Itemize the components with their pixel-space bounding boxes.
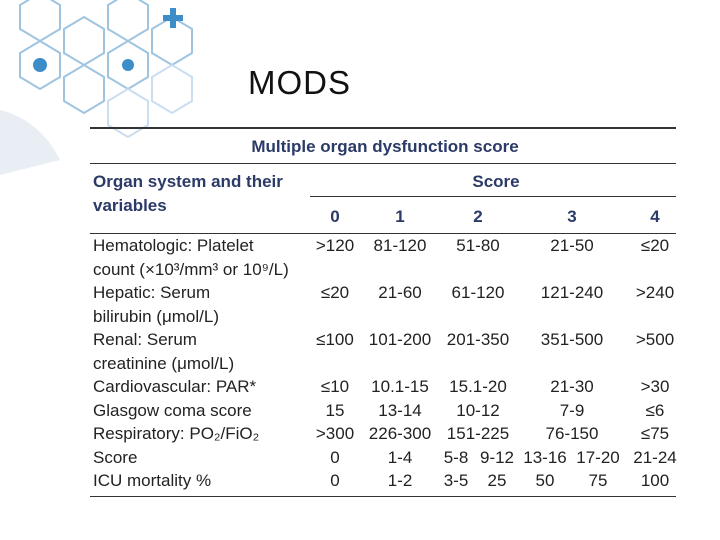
cell: 76-150 — [545, 424, 599, 443]
cell: 3-5 — [443, 471, 469, 490]
cell: 21-30 — [550, 377, 594, 396]
cell: 13-16 — [523, 447, 567, 467]
column-header: 3 — [567, 207, 577, 226]
cell: ≤100 — [316, 330, 354, 349]
cell: 10-12 — [456, 400, 500, 420]
row-label: Score — [93, 447, 138, 467]
cell: >120 — [315, 236, 355, 255]
cell: 81-120 — [373, 236, 427, 255]
cell: ≤75 — [640, 424, 670, 443]
table-rule — [90, 163, 676, 164]
cell: >500 — [635, 330, 675, 349]
cell: 151-225 — [446, 424, 510, 443]
cell: >300 — [315, 424, 355, 443]
slide-title: MODS — [248, 64, 351, 101]
cell: 51-80 — [456, 236, 500, 255]
table-rule — [90, 495, 676, 497]
cell: ≤10 — [320, 377, 350, 396]
cell: 101-200 — [368, 330, 432, 349]
cell: ≤20 — [640, 236, 670, 255]
cell: 1-2 — [387, 471, 413, 490]
cell: 0 — [330, 447, 340, 467]
header-label: variables — [93, 196, 167, 215]
cell: 21-50 — [550, 236, 594, 255]
cell: >240 — [635, 283, 675, 302]
cell: >30 — [640, 377, 670, 396]
cell: 0 — [330, 471, 340, 490]
cell: 61-120 — [451, 283, 505, 302]
cell: 25 — [487, 471, 507, 490]
row-label: Renal: Serum — [93, 330, 197, 349]
column-header: 2 — [473, 207, 483, 226]
column-header: 1 — [395, 207, 405, 226]
row-label: Respiratory: PO₂/FiO₂ — [93, 424, 260, 443]
cell: 50 — [535, 471, 555, 490]
cell: 21-24 — [633, 447, 677, 467]
cell: 15 — [325, 400, 345, 420]
cell: 226-300 — [368, 424, 432, 443]
row-label: count (×10³/mm³ or 10⁹/L) — [93, 259, 289, 279]
row-label: Hematologic: Platelet — [93, 236, 254, 255]
row-label: Cardiovascular: PAR* — [93, 377, 257, 396]
decor-hexagons — [0, 0, 193, 175]
cell: 75 — [588, 471, 608, 490]
table-rule — [90, 233, 676, 234]
table-rule — [90, 127, 676, 129]
cell: 121-240 — [540, 283, 604, 302]
column-header: 0 — [330, 207, 340, 226]
row-label: bilirubin (μmol/L) — [93, 306, 219, 326]
header-label: Organ system and their — [93, 172, 283, 191]
cell: 7-9 — [559, 400, 585, 420]
cell: 13-14 — [378, 400, 422, 420]
row-label: Hepatic: Serum — [93, 283, 211, 302]
cell: 21-60 — [378, 283, 422, 302]
row-label: ICU mortality % — [93, 471, 212, 490]
cell: 351-500 — [540, 330, 604, 349]
cell: 5-8 — [443, 447, 469, 467]
row-label: creatinine (μmol/L) — [93, 353, 235, 373]
column-header: 4 — [650, 207, 660, 226]
cell: 15.1-20 — [449, 377, 507, 396]
cell: ≤6 — [645, 400, 665, 420]
cell: 100 — [640, 471, 670, 490]
cell: 1-4 — [387, 447, 413, 467]
cell: 10.1-15 — [371, 377, 429, 396]
table-title: Multiple organ dysfunction score — [251, 137, 519, 156]
table-rule — [310, 196, 676, 197]
cell: 9-12 — [479, 447, 515, 467]
cell: 17-20 — [576, 447, 620, 467]
row-label: Glasgow coma score — [93, 400, 252, 420]
cell: ≤20 — [320, 283, 350, 302]
header-score: Score — [472, 172, 520, 191]
cell: 201-350 — [446, 330, 510, 349]
